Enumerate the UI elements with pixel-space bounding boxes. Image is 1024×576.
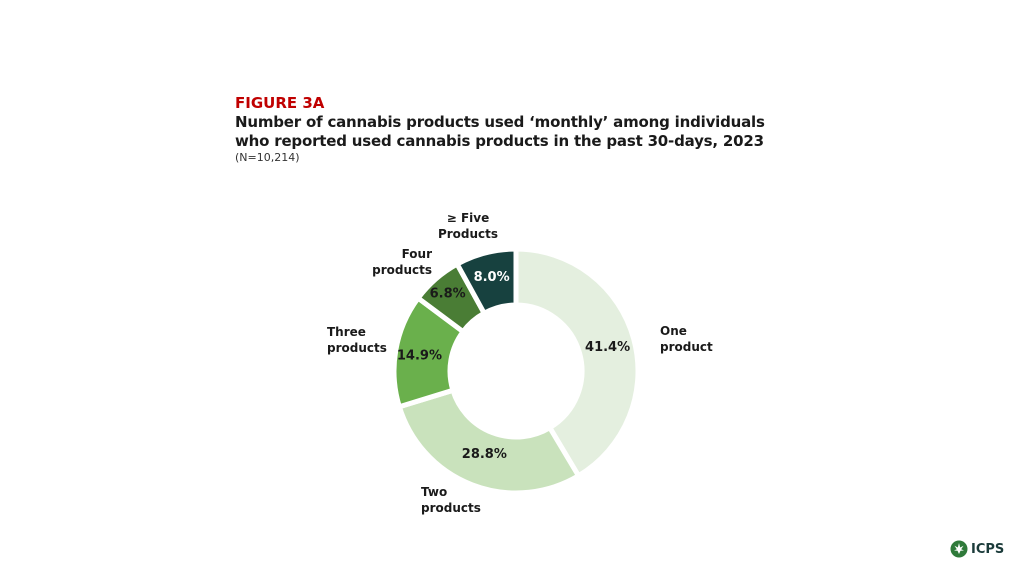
chart-title-line-2: who reported used cannabis products in t… <box>235 132 764 150</box>
category-label-two-products: Two products <box>421 485 481 515</box>
value-labels: 41.4% 28.8% 14.9% 6.8% 8.0% <box>397 270 630 462</box>
chart-header: FIGURE 3A Number of cannabis products us… <box>235 94 855 165</box>
category-label-three-products: Three products <box>327 325 387 355</box>
chart-title-line-1: Number of cannabis products used ‘monthl… <box>235 113 765 131</box>
category-labels: One product Two products Three products Four pr… <box>327 211 713 515</box>
category-label-five-plus-five-products: ≥ Five Products <box>438 211 498 241</box>
figure-label: FIGURE 3A <box>235 94 325 112</box>
logo-text: ICPS <box>971 541 1005 557</box>
category-label-four-products: Four products <box>372 247 432 277</box>
donut-slices <box>391 246 641 496</box>
category-label-one-product: One product <box>660 324 713 354</box>
icps-logo: ICPS <box>950 540 1004 558</box>
cannabis-leaf-icon <box>950 540 968 558</box>
slice-five-plus-five-products <box>454 246 519 316</box>
value-label-three-products: 14.9% <box>397 348 442 363</box>
value-label-four-products: 6.8% <box>430 287 466 302</box>
sample-size: (N=10,214) <box>235 151 300 164</box>
slice-one-product <box>513 246 641 479</box>
value-label-five-plus-five-products: 8.0% <box>474 270 510 285</box>
slice-two-products <box>396 387 581 496</box>
value-label-one-product: 41.4% <box>585 340 630 355</box>
value-label-two-products: 28.8% <box>462 447 507 462</box>
